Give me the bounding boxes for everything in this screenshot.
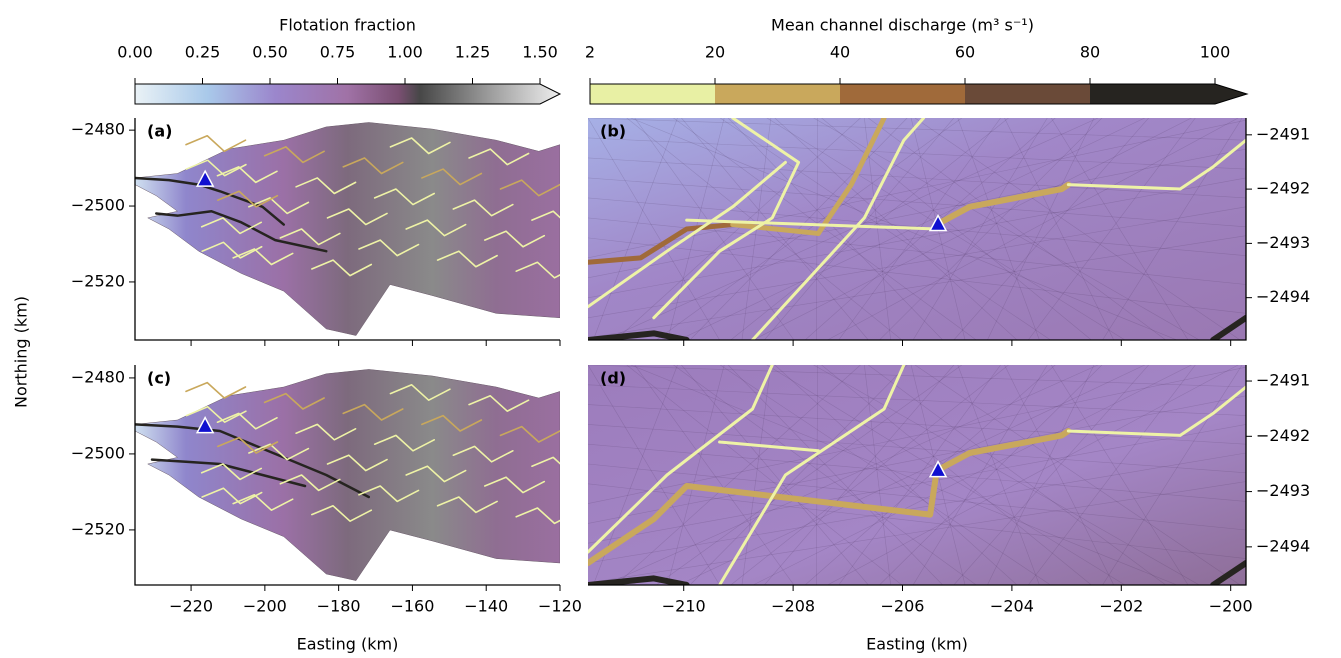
y-tick-label: −2494 [1256, 287, 1310, 306]
colorbar-label: Flotation fraction [279, 16, 416, 35]
colorbar-tick-label: 0.50 [252, 43, 288, 62]
map-background [588, 365, 1246, 585]
y-tick-label: −2493 [1256, 481, 1310, 500]
colorbar-segment [715, 84, 840, 104]
y-tick-label: −2491 [1256, 371, 1310, 390]
x-tick-label: −120 [538, 597, 582, 616]
y-tick-label: −2491 [1256, 124, 1310, 143]
colorbar-flotation [135, 84, 560, 104]
panel-label: (d) [600, 369, 626, 388]
x-axis-label: Easting (km) [297, 635, 399, 654]
panel-label: (c) [147, 369, 171, 388]
colorbar-tick-label: 1.25 [455, 43, 491, 62]
colorbar-tick-label: 100 [1200, 43, 1231, 62]
colorbar-label: Mean channel discharge (m³ s⁻¹) [771, 16, 1034, 35]
y-tick-label: −2520 [71, 519, 125, 538]
y-tick-label: −2493 [1256, 233, 1310, 252]
y-tick-label: −2494 [1256, 536, 1310, 555]
x-tick-label: −180 [317, 597, 361, 616]
x-tick-label: −160 [390, 597, 434, 616]
colorbar-segment [840, 84, 965, 104]
x-tick-label: −140 [464, 597, 508, 616]
colorbar-tick-label: 0.25 [185, 43, 221, 62]
panel-map [588, 118, 1246, 340]
colorbar-tick-label: 1.50 [522, 43, 558, 62]
y-tick-label: −2500 [71, 196, 125, 215]
panel-map [135, 369, 591, 580]
x-tick-label: −202 [1099, 597, 1143, 616]
panel-map [588, 365, 1246, 585]
y-tick-label: −2520 [71, 271, 125, 290]
x-tick-label: −204 [990, 597, 1034, 616]
colorbar-tick-label: 1.00 [387, 43, 423, 62]
colorbar-tick-label: 80 [1080, 43, 1100, 62]
panel-label: (b) [600, 122, 626, 141]
colorbar-segment [590, 84, 715, 104]
colorbar-tick-label: 20 [705, 43, 725, 62]
colorbar-segment [965, 84, 1090, 104]
panel-map [135, 122, 591, 335]
x-tick-label: −208 [771, 597, 815, 616]
y-tick-label: −2480 [71, 367, 125, 386]
x-tick-label: −220 [169, 597, 213, 616]
x-tick-label: −200 [243, 597, 287, 616]
x-tick-label: −206 [881, 597, 925, 616]
y-axis-label: Northing (km) [12, 296, 31, 408]
x-tick-label: −210 [662, 597, 706, 616]
colorbar-tick-label: 0.00 [117, 43, 153, 62]
y-tick-label: −2492 [1256, 426, 1310, 445]
x-tick-label: −200 [1209, 597, 1253, 616]
figure: Northing (km) Flotation fraction 0.00 0.25… [0, 0, 1341, 658]
colorbar-tick-label: 60 [955, 43, 975, 62]
colorbar-tick-label: 40 [830, 43, 850, 62]
y-tick-label: −2492 [1256, 179, 1310, 198]
y-tick-label: −2480 [71, 120, 125, 139]
colorbar-tick-label: 0.75 [320, 43, 356, 62]
y-tick-label: −2500 [71, 443, 125, 462]
panel-label: (a) [147, 122, 172, 141]
x-axis-label: Easting (km) [866, 635, 968, 654]
colorbar-tick-label: 2 [585, 43, 595, 62]
